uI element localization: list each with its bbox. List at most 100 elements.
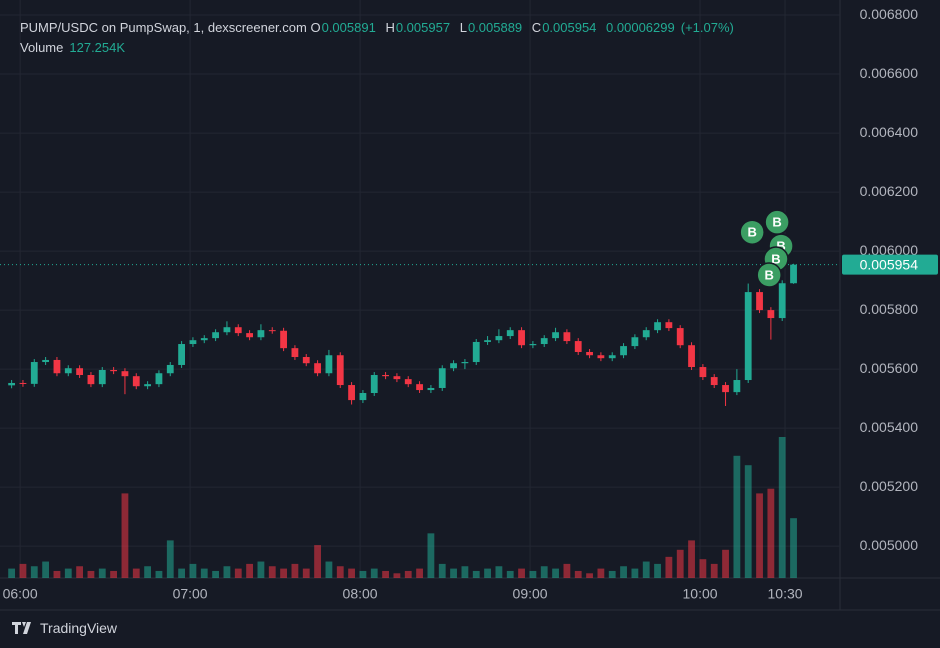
x-tick-label: 06:00 [3, 586, 38, 602]
candle-body [98, 369, 106, 385]
candle-body [30, 362, 38, 384]
candle-body [733, 380, 741, 393]
candle-body [665, 322, 673, 329]
legend-row: Volume 127.254K [20, 38, 740, 58]
legend-change: 0.00006299 [606, 20, 675, 35]
volume-bar [676, 549, 684, 578]
candle-body [778, 283, 786, 319]
candle-body [291, 348, 299, 358]
x-tick-label: 07:00 [173, 586, 208, 602]
candle-body [212, 332, 219, 339]
candle-body [654, 322, 661, 331]
volume-bar [665, 556, 673, 578]
candle-body [200, 338, 208, 341]
volume-bar [87, 570, 95, 578]
volume-bar [212, 570, 219, 578]
last-price-label: 0.005954 [860, 256, 919, 272]
legend-title: PUMP/USDC on PumpSwap, 1, dexscreener.co… [20, 20, 307, 35]
candle-body [461, 362, 469, 364]
volume-bar [200, 568, 208, 578]
volume-bar [540, 566, 548, 578]
candle-body [121, 371, 129, 377]
brand[interactable]: TradingView [12, 620, 117, 636]
volume-bar [30, 566, 38, 578]
candle-body [744, 292, 752, 381]
volume-bar [699, 559, 707, 578]
candle-body [688, 345, 695, 368]
candle-body [359, 393, 367, 401]
volume-bar [121, 493, 129, 578]
volume-bar [778, 437, 786, 578]
brand-name: TradingView [40, 620, 118, 636]
candle-body [631, 337, 639, 347]
brand-logo [12, 622, 31, 634]
candle-body [608, 355, 616, 359]
volume-bar [642, 561, 650, 578]
candle-body [189, 340, 197, 345]
y-tick-label: 0.005600 [860, 360, 919, 376]
volume-bar [234, 568, 242, 578]
candle-body [620, 346, 627, 356]
volume-bar [744, 465, 752, 578]
legend-value: 0.005957 [395, 20, 451, 35]
volume-bar [484, 568, 491, 578]
legend-value: 0.005889 [467, 20, 523, 35]
candle-body [370, 375, 378, 394]
candle-body [586, 351, 593, 356]
candle-body [393, 376, 401, 380]
volume-bar [336, 566, 344, 578]
candle-body [518, 330, 525, 346]
volume-bar [450, 568, 457, 578]
legend-volume: 127.254K [69, 40, 126, 55]
x-tick-label: 08:00 [343, 586, 378, 602]
candle-body [416, 384, 423, 391]
legend-change-pct: (+1.07%) [680, 20, 734, 35]
buy-marker-label: B [772, 215, 781, 230]
candle-body [529, 344, 537, 346]
volume-bar [710, 563, 718, 578]
legend-key: O [310, 20, 321, 35]
legend-value: 0.005891 [321, 20, 376, 35]
volume-bar [506, 570, 514, 578]
buy-marker [739, 219, 765, 245]
volume-bar [291, 563, 299, 578]
volume-bar [166, 540, 174, 578]
legend-volume-key: Volume [20, 40, 64, 55]
candle-body [699, 367, 707, 378]
volume-bar [631, 568, 639, 578]
y-tick-label: 0.006800 [860, 6, 919, 22]
buy-marker-label: B [747, 225, 756, 240]
volume-bar [302, 568, 310, 578]
y-tick-label: 0.005000 [860, 537, 919, 553]
candle-body [642, 330, 650, 338]
candle-body [76, 368, 84, 376]
volume-bar [314, 545, 321, 578]
candle-body [132, 376, 140, 387]
candle-body [268, 330, 276, 332]
buy-marker-label: B [764, 267, 773, 282]
volume-bar [529, 570, 537, 578]
volume-bar [348, 568, 355, 578]
candle-body [280, 330, 287, 349]
volume-bar [654, 563, 661, 578]
volume-bar [359, 570, 367, 578]
volume-bar [144, 566, 152, 578]
volume-bar [495, 566, 503, 578]
y-tick-label: 0.006000 [860, 242, 919, 258]
candle-body [87, 375, 95, 385]
buy-marker-label: B [771, 251, 780, 266]
legend-row: PUMP/USDC on PumpSwap, 1, dexscreener.co… [20, 18, 740, 38]
y-tick-label: 0.006600 [860, 65, 919, 81]
candle-body [438, 368, 446, 388]
last-price-tag [842, 254, 938, 275]
candle-body [64, 368, 72, 374]
y-tick-label: 0.005200 [860, 478, 919, 494]
volume-bar [76, 566, 84, 578]
candle-body [404, 379, 412, 385]
volume-bar [427, 533, 435, 578]
candle-body [234, 327, 242, 334]
candle-body [450, 363, 457, 369]
volume-bar [552, 568, 559, 578]
